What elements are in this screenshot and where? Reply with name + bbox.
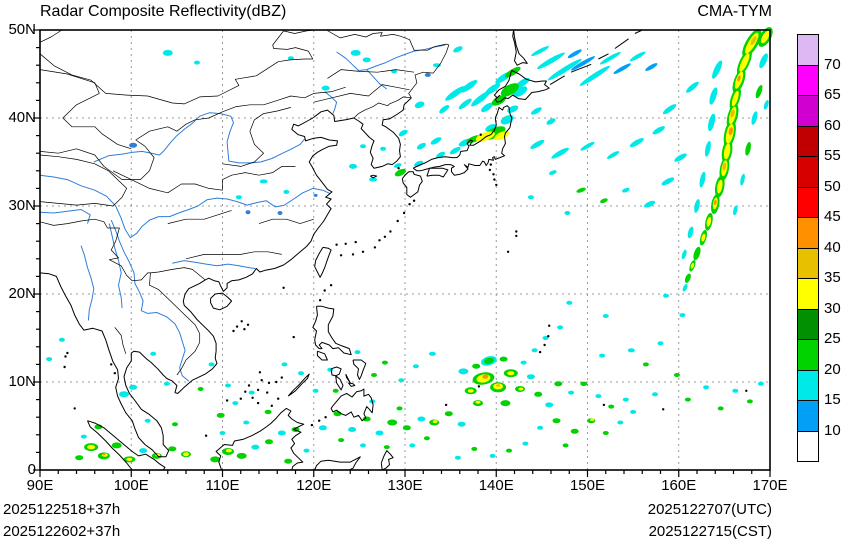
x-axis-label: 160E: [661, 477, 697, 494]
colorbar-label: 35: [824, 269, 841, 286]
y-axis-label: 50N: [8, 21, 36, 38]
colorbar-label: 40: [824, 238, 841, 256]
model-label: CMA-TYM: [697, 3, 772, 20]
y-axis-label: 40N: [8, 109, 36, 126]
colorbar-label: 50: [824, 177, 841, 195]
colorbar-cell: [797, 186, 819, 218]
x-axis-label: 140E: [478, 477, 514, 494]
colorbar-cell: [797, 217, 819, 249]
colorbar-cell: [797, 308, 819, 340]
colorbar-label: 15: [824, 391, 841, 408]
colorbar-label: 70: [824, 55, 841, 73]
colorbar-cell: [797, 34, 819, 66]
plot-title: Radar Composite Reflectivity(dBZ): [40, 3, 287, 20]
y-axis-label: 0: [27, 461, 36, 478]
colorbar-cell: [797, 430, 819, 462]
colorbar-label: 10: [824, 421, 841, 439]
colorbar-cell: [797, 156, 819, 188]
y-axis-label: 20N: [8, 285, 36, 302]
colorbar-cell: [797, 339, 819, 371]
init-time-run2: 2025122602+37h: [3, 523, 121, 540]
y-axis-label: 30N: [8, 197, 36, 214]
valid-time-utc: 2025122707(UTC): [647, 501, 772, 518]
x-axis-label: 150E: [569, 477, 606, 494]
colorbar-cell: [797, 400, 819, 432]
colorbar-label: 20: [824, 360, 841, 378]
init-time-run1: 2025122518+37h: [3, 501, 121, 518]
colorbar-label: 65: [824, 86, 841, 103]
colorbar-cell: [797, 278, 819, 310]
x-axis-label: 170E: [752, 477, 788, 494]
x-axis-label: 110E: [205, 477, 240, 494]
x-axis-label: 130E: [387, 477, 423, 494]
colorbar-label: 25: [824, 330, 841, 347]
colorbar-cell: [797, 95, 819, 127]
x-axis-label: 100E: [113, 477, 149, 494]
colorbar: [797, 34, 819, 462]
colorbar-label: 60: [824, 116, 841, 134]
y-axis-label: 10N: [8, 373, 36, 390]
colorbar-cell: [797, 369, 819, 401]
colorbar-label: 45: [824, 208, 841, 225]
valid-time-cst: 2025122715(CST): [648, 523, 772, 540]
colorbar-cell: [797, 247, 819, 279]
map-svg: [33, 27, 773, 477]
colorbar-label: 55: [824, 147, 841, 164]
map-plot-area: [25, 20, 780, 485]
colorbar-cell: [797, 125, 819, 157]
colorbar-label: 30: [824, 299, 841, 317]
x-axis-label: 120E: [296, 477, 332, 494]
x-axis-label: 90E: [26, 477, 54, 494]
colorbar-cell: [797, 64, 819, 96]
